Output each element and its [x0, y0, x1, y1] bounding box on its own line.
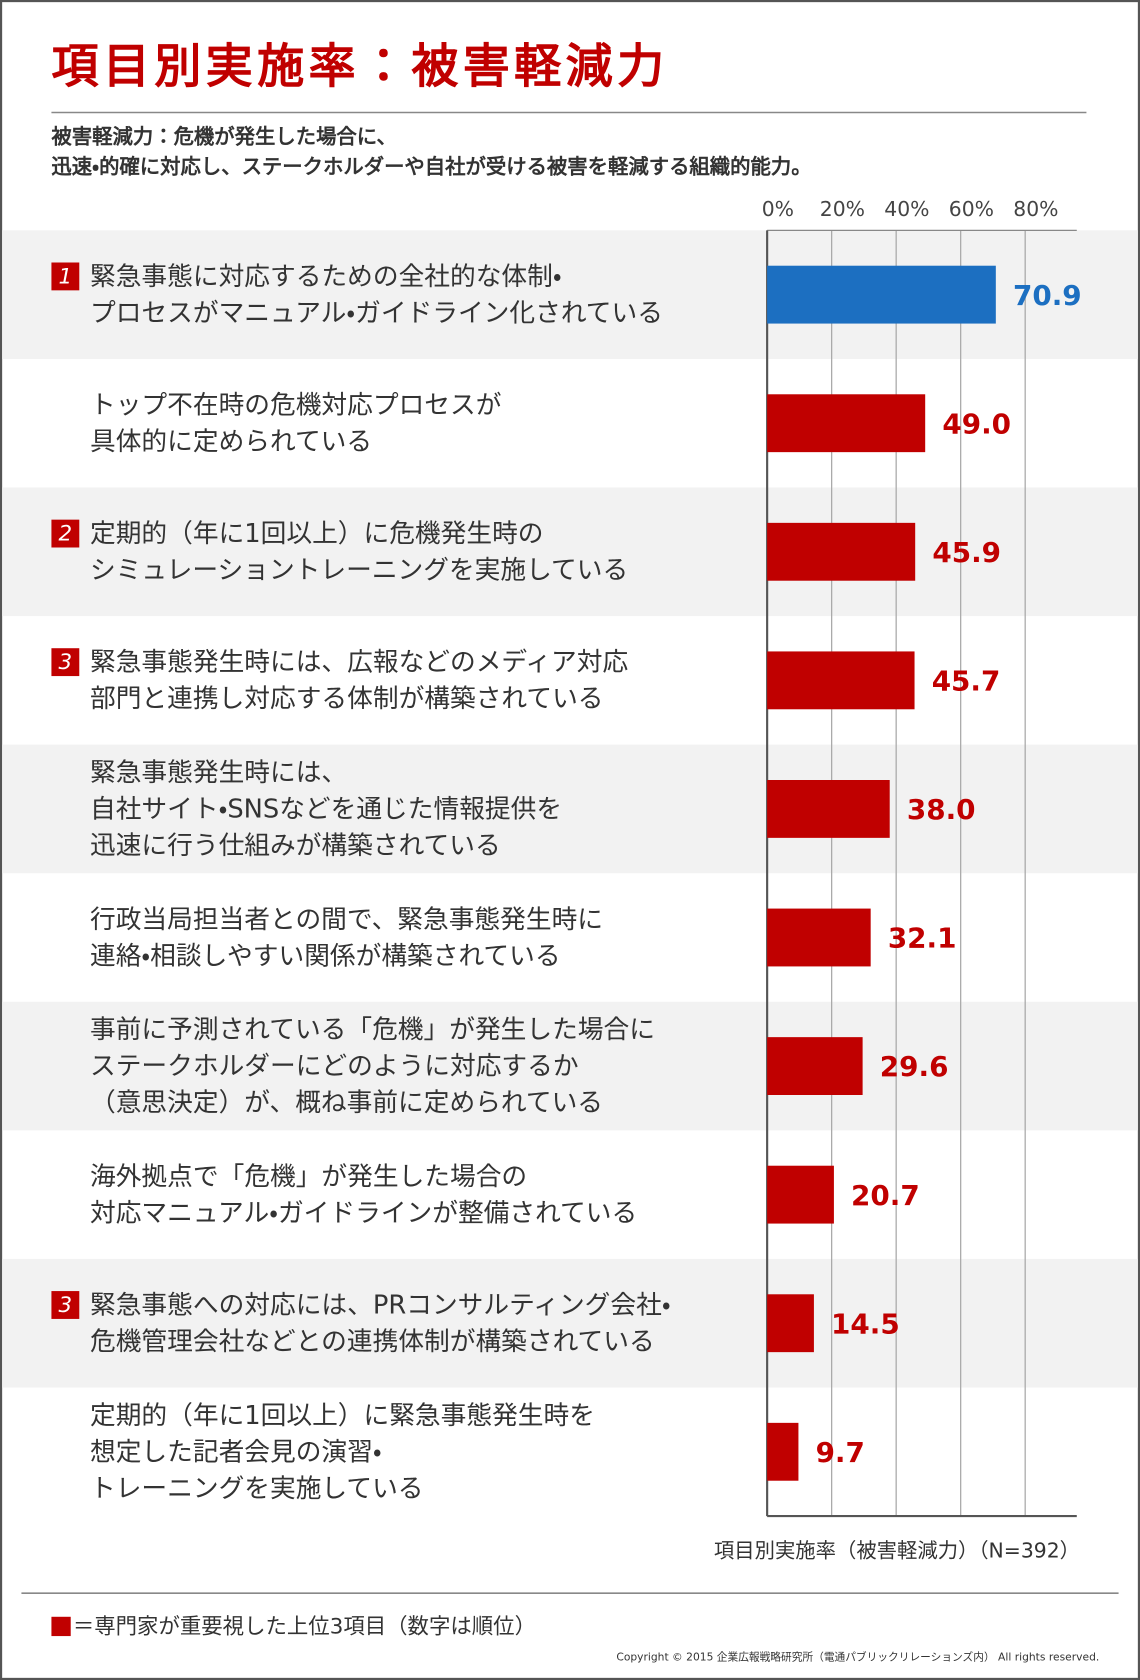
bar	[767, 522, 916, 581]
value-label: 32.1	[888, 922, 957, 955]
bar	[767, 651, 915, 710]
category-box: トップ不在時の危機対応プロセスが 具体的に定められている	[90, 390, 502, 457]
rank-number: 3	[59, 1293, 73, 1318]
category-label: 緊急事態発生時には、 自社サイト・SNSなどを通じた情報提供を 迅速に行う仕組み…	[90, 757, 563, 861]
category-label: 行政当局担当者との間で、緊急事態発生時に 連絡・相談しやすい関係が構築されている	[90, 904, 604, 971]
rank-number: 3	[59, 650, 73, 675]
copyright: Copyright © 2015 企業広報戦略研究所（電通パブリックリレーション…	[616, 1651, 1099, 1664]
subtitle-box: 被害軽減力：危機が発生した場合に、 迅速・的確に対応し、ステークホルダーや自社が…	[51, 125, 812, 179]
bar	[767, 780, 890, 838]
rank-badge	[51, 262, 80, 291]
x-axis-label: 項目別実施率（被害軽減力）（N=392）	[714, 1538, 1080, 1562]
value-label: 38.0	[907, 793, 976, 826]
category-box: 緊急事態に対応するための全社的な体制・ プロセスがマニュアル・ガイドライン化され…	[90, 261, 663, 328]
bar	[767, 908, 871, 967]
rank-badge	[51, 1291, 80, 1319]
value-label: 49.0	[942, 407, 1011, 440]
chart-title: 項目別実施率：被害軽減力	[51, 40, 668, 95]
row-background	[2, 744, 1138, 874]
value-label: 9.7	[816, 1436, 865, 1469]
bar	[767, 394, 926, 453]
bar	[767, 1037, 863, 1095]
subtitle: 被害軽減力：危機が発生した場合に、 迅速・的確に対応し、ステークホルダーや自社が…	[51, 125, 812, 179]
category-box: 定期的（年に1回以上）に緊急事態発生時を 想定した記者会見の演習・ トレーニング…	[90, 1400, 595, 1504]
category-box: 緊急事態発生時には、広報などのメディア対応 部門と連携し対応する体制が構築されて…	[90, 647, 629, 714]
rank-badge	[51, 519, 80, 548]
category-box: 事前に予測されている「危機」が発生した場合に ステークホルダーにどのように対応す…	[90, 1014, 655, 1118]
bar	[767, 1294, 814, 1353]
category-label: 緊急事態への対応には、PRコンサルティング会社・ 危機管理会社などとの連携体制が…	[90, 1290, 671, 1357]
category-box: 定期的（年に1回以上）に危機発生時の シミュレーショントレーニングを実施している	[90, 518, 629, 585]
value-label: 45.7	[932, 665, 1001, 698]
category-label: トップ不在時の危機対応プロセスが 具体的に定められている	[90, 390, 502, 457]
legend-text: ＝専門家が重要視した上位3項目（数字は順位）	[73, 1615, 536, 1640]
legend-swatch	[51, 1616, 71, 1637]
category-label: 定期的（年に1回以上）に緊急事態発生時を 想定した記者会見の演習・ トレーニング…	[90, 1400, 595, 1504]
x-tick-label: 80%	[1013, 197, 1058, 221]
category-box: 海外拠点で「危機」が発生した場合の 対応マニュアル・ガイドラインが整備されている	[90, 1161, 638, 1228]
category-box: 緊急事態発生時には、 自社サイト・SNSなどを通じた情報提供を 迅速に行う仕組み…	[90, 757, 563, 861]
x-tick-label: 20%	[820, 197, 865, 221]
value-label: 14.5	[831, 1307, 900, 1340]
value-label: 29.6	[880, 1050, 949, 1083]
x-tick-label: 60%	[949, 197, 994, 221]
bar	[767, 1422, 799, 1481]
category-label: 緊急事態発生時には、広報などのメディア対応 部門と連携し対応する体制が構築されて…	[90, 647, 629, 714]
value-label: 45.9	[932, 536, 1001, 569]
row-background	[2, 1258, 1138, 1388]
value-label: 20.7	[851, 1179, 920, 1212]
row-background	[2, 487, 1138, 617]
value-label: 70.9	[1013, 279, 1082, 312]
category-label: 事前に予測されている「危機」が発生した場合に ステークホルダーにどのように対応す…	[90, 1014, 655, 1118]
category-label: 海外拠点で「危機」が発生した場合の 対応マニュアル・ガイドラインが整備されている	[90, 1161, 638, 1228]
rank-number: 2	[59, 522, 73, 547]
category-label: 緊急事態に対応するための全社的な体制・ プロセスがマニュアル・ガイドライン化され…	[90, 261, 663, 328]
category-box: 緊急事態への対応には、PRコンサルティング会社・ 危機管理会社などとの連携体制が…	[90, 1290, 671, 1357]
rank-number: 1	[59, 265, 73, 290]
category-box: 行政当局担当者との間で、緊急事態発生時に 連絡・相談しやすい関係が構築されている	[90, 904, 604, 971]
bar	[767, 1165, 834, 1224]
bar	[767, 265, 996, 324]
rank-badge	[51, 648, 80, 677]
x-tick-label: 40%	[884, 197, 929, 221]
row-background	[2, 1001, 1138, 1131]
category-label: 定期的（年に1回以上）に危機発生時の シミュレーショントレーニングを実施している	[90, 518, 629, 585]
x-tick-label: 0%	[762, 197, 794, 221]
